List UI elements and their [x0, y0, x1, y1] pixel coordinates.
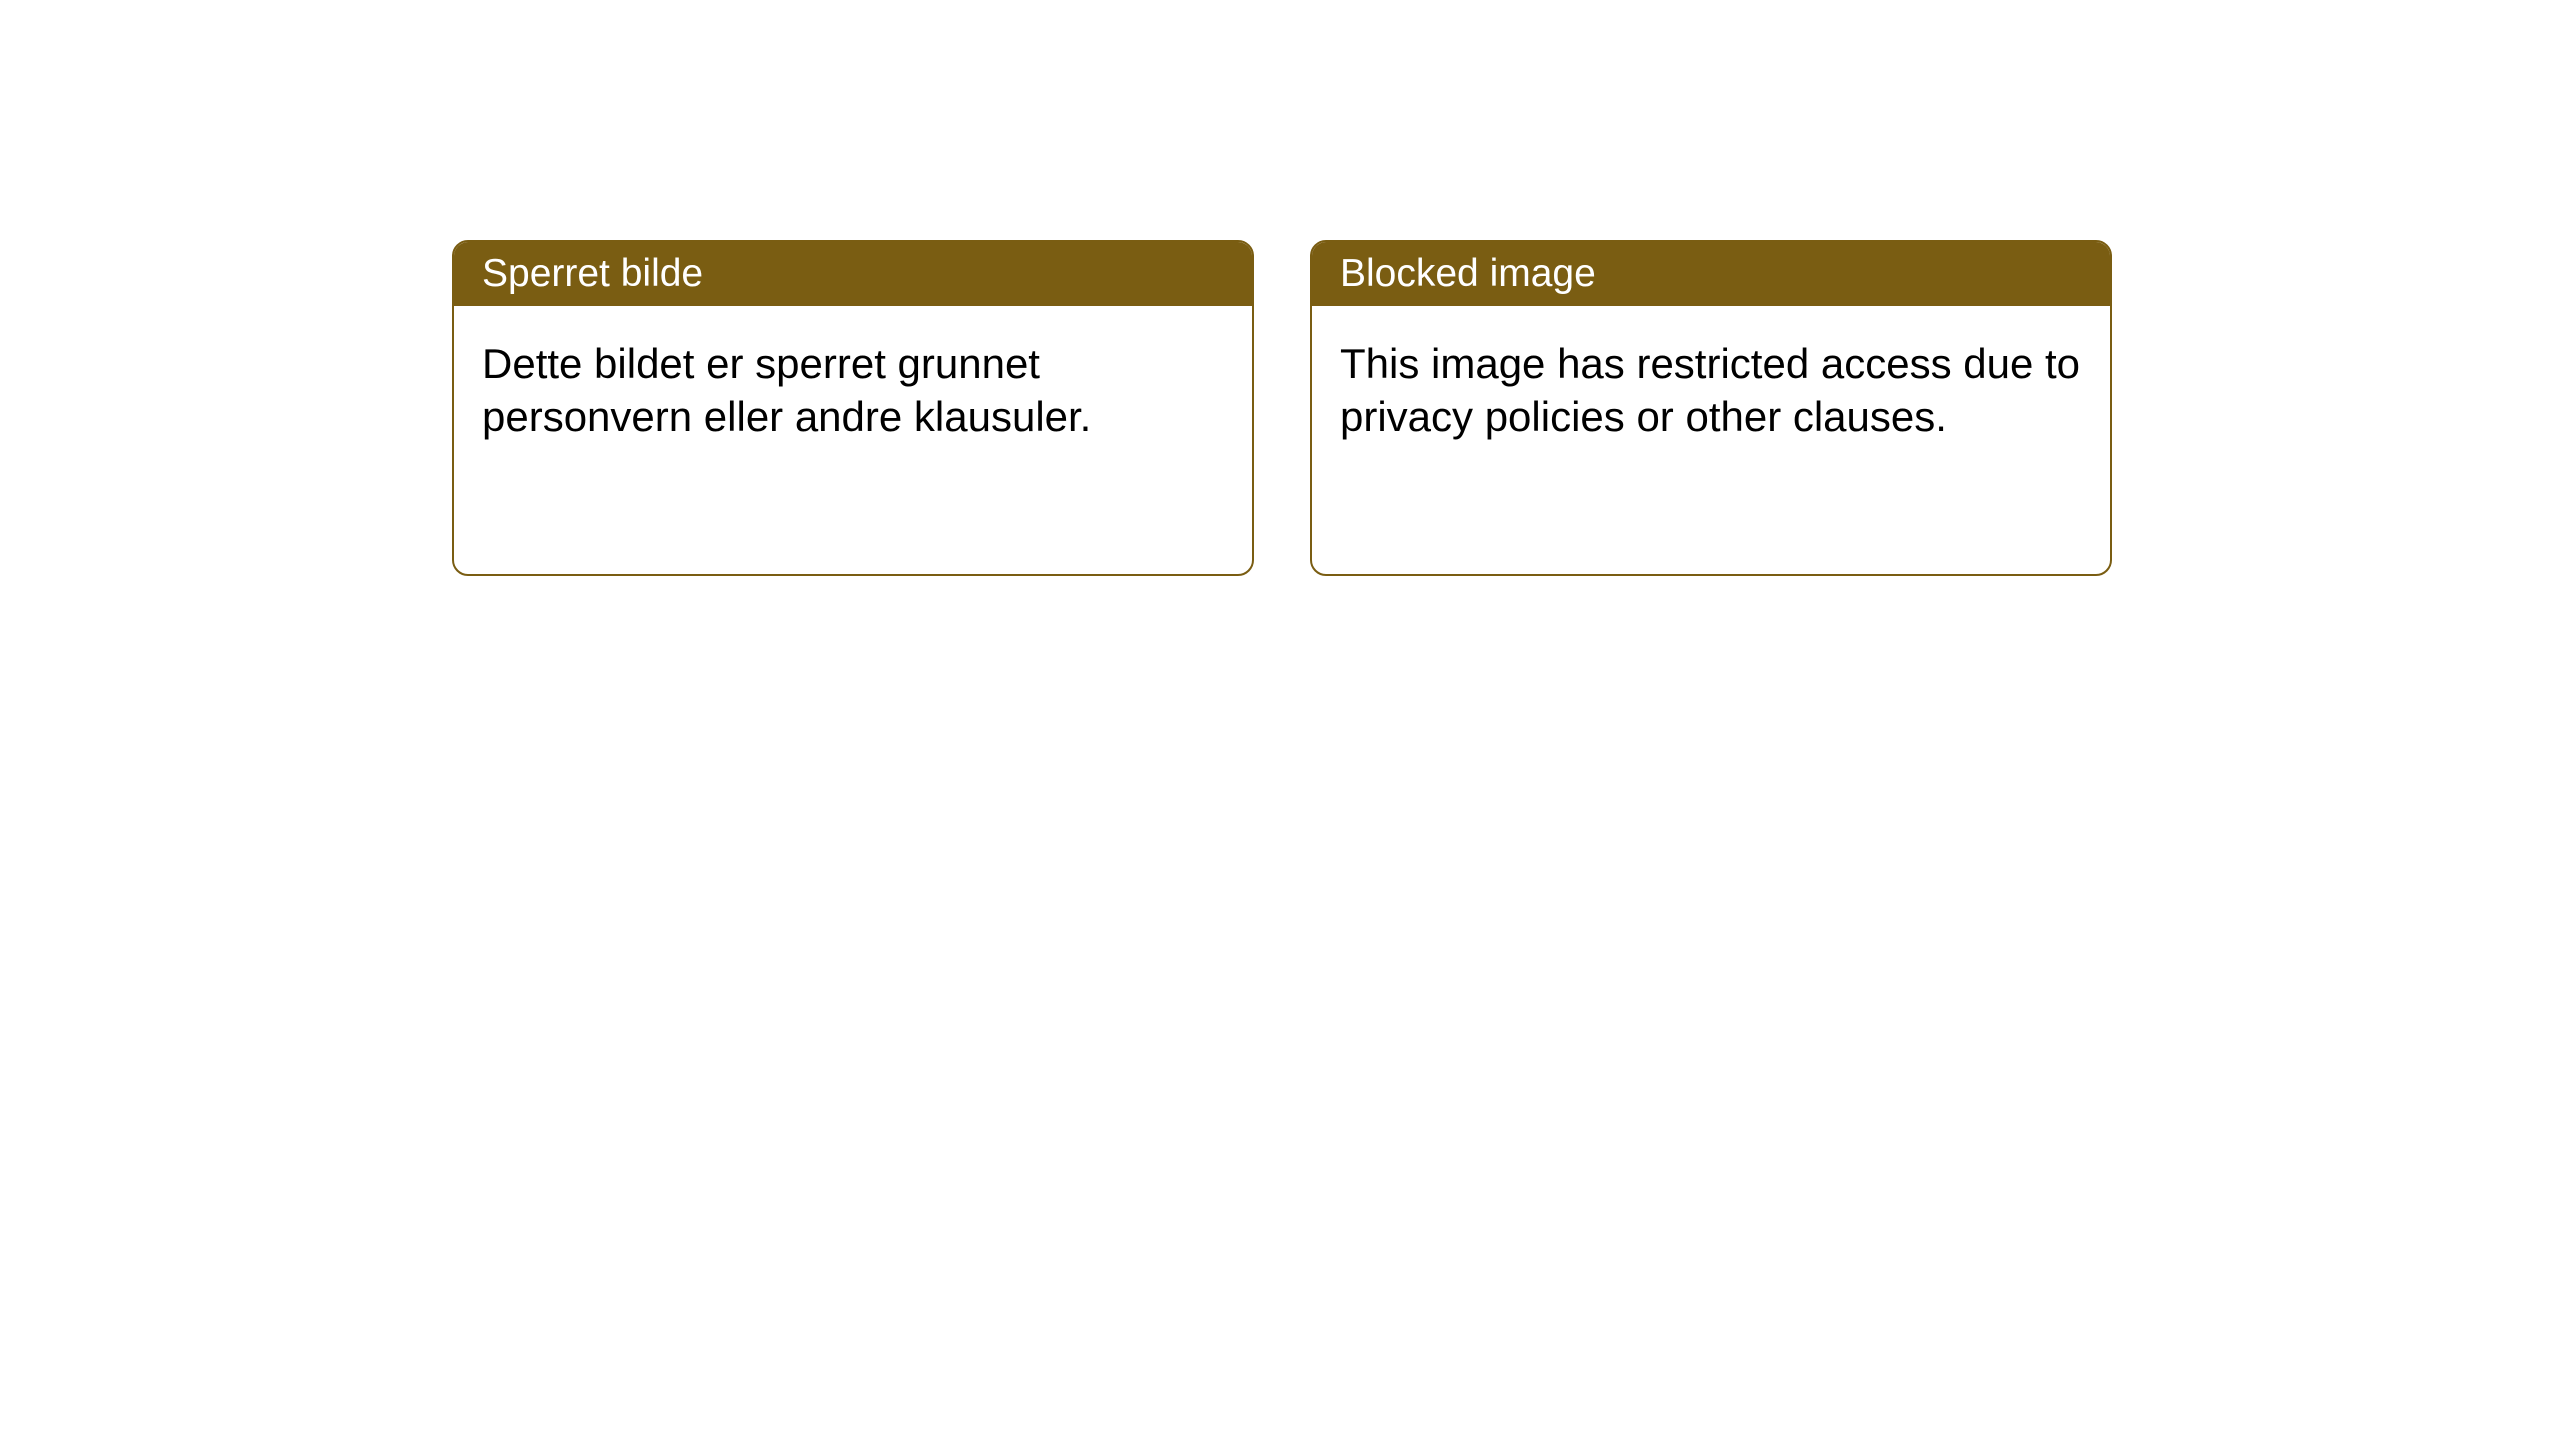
notice-header-norwegian: Sperret bilde	[454, 242, 1252, 306]
notice-card-english: Blocked image This image has restricted …	[1310, 240, 2112, 576]
notice-card-norwegian: Sperret bilde Dette bildet er sperret gr…	[452, 240, 1254, 576]
notice-body-norwegian: Dette bildet er sperret grunnet personve…	[454, 306, 1252, 475]
notice-container: Sperret bilde Dette bildet er sperret gr…	[0, 0, 2560, 576]
notice-header-english: Blocked image	[1312, 242, 2110, 306]
notice-body-english: This image has restricted access due to …	[1312, 306, 2110, 475]
